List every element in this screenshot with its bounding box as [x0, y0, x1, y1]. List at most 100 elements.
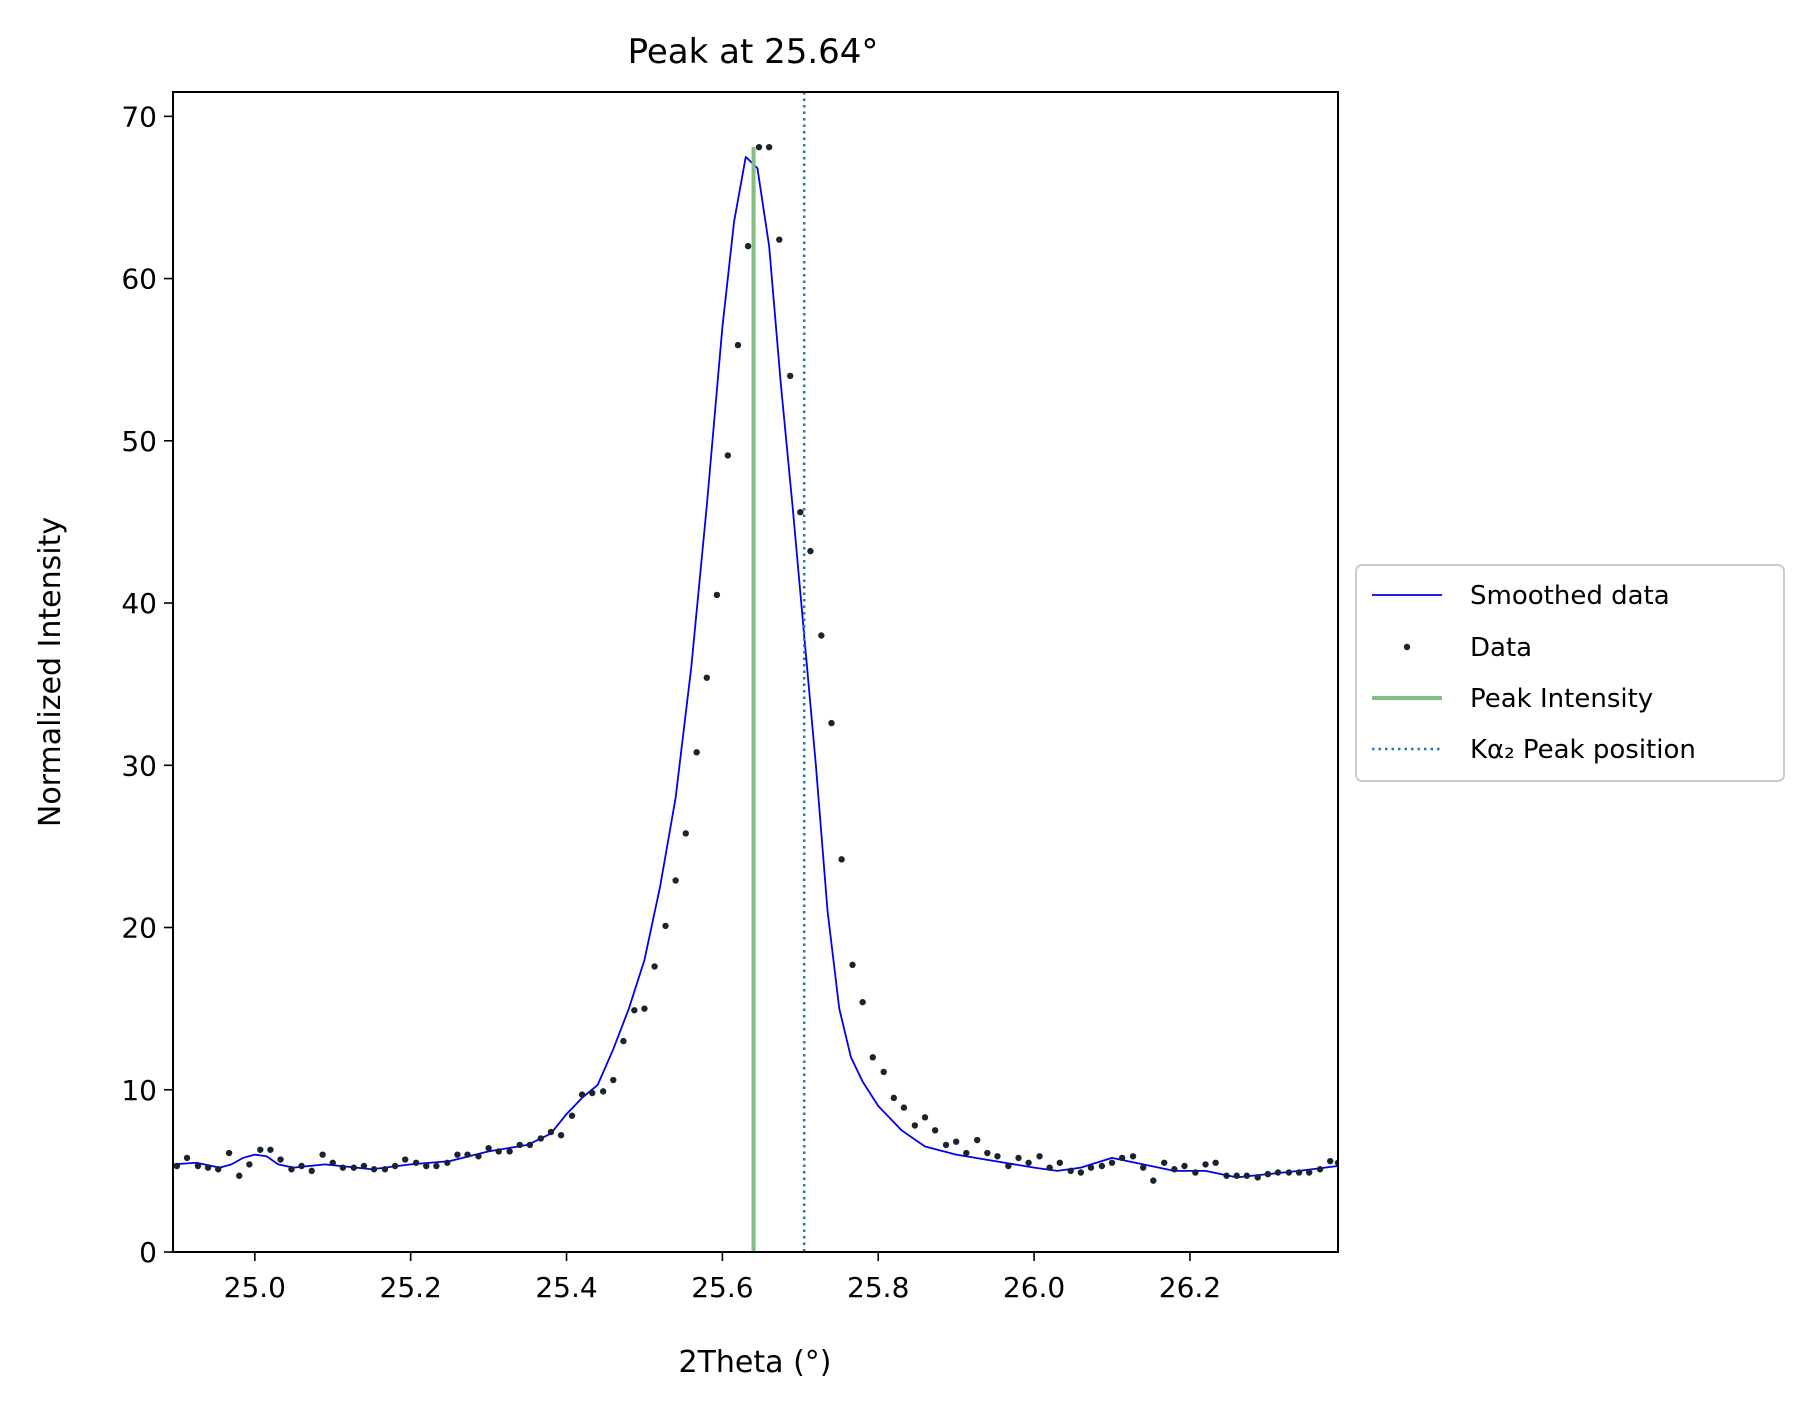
data-point [339, 1164, 347, 1171]
data-point [1087, 1164, 1095, 1171]
y-axis-label: Normalized Intensity [33, 517, 68, 827]
data-point [464, 1151, 471, 1158]
data-point [1264, 1170, 1272, 1178]
data-point [1077, 1169, 1085, 1176]
data-point [568, 1112, 576, 1119]
legend-peak-intensity-label: Peak Intensity [1470, 684, 1653, 714]
data-point [984, 1149, 991, 1157]
y-tick-label: 0 [139, 1236, 157, 1269]
data-point [1005, 1162, 1012, 1170]
data-point [599, 1088, 607, 1095]
data-point [1285, 1169, 1293, 1176]
data-point [537, 1135, 545, 1142]
y-tick-label: 40 [121, 587, 157, 620]
data-point [1243, 1172, 1251, 1179]
data-point [475, 1153, 482, 1160]
data-point [391, 1162, 399, 1170]
data-point [329, 1159, 336, 1166]
data-point [963, 1149, 970, 1157]
data-point [506, 1148, 513, 1155]
x-tick-label: 25.2 [380, 1271, 442, 1304]
data-point [1295, 1169, 1303, 1176]
data-point [454, 1151, 461, 1158]
data-point [911, 1122, 919, 1129]
data-point [1161, 1159, 1168, 1166]
y-tick-label: 50 [121, 425, 157, 458]
data-point [381, 1166, 389, 1173]
data-point [204, 1164, 212, 1171]
data-point [412, 1159, 420, 1166]
data-point [589, 1089, 596, 1097]
data-point [236, 1172, 243, 1179]
data-point [807, 547, 814, 555]
data-point [952, 1138, 960, 1145]
data-point [921, 1114, 929, 1121]
x-tick-label: 25.6 [691, 1271, 753, 1304]
data-point [1015, 1154, 1022, 1162]
data-point [257, 1146, 264, 1153]
data-point [900, 1104, 908, 1111]
data-point [1254, 1174, 1261, 1181]
data-point [1046, 1164, 1053, 1171]
data-point [786, 372, 794, 380]
data-point [682, 830, 689, 837]
data-point [631, 1007, 638, 1014]
y-tick-label: 20 [121, 912, 157, 945]
data-point [651, 963, 658, 970]
data-point [288, 1166, 295, 1173]
data-point [526, 1141, 534, 1149]
x-tick-label: 26.2 [1159, 1271, 1221, 1304]
data-point [1150, 1177, 1157, 1184]
data-point [672, 877, 679, 884]
data-point [828, 719, 835, 727]
legend-kalpha2-label: Kα₂ Peak position [1470, 735, 1696, 765]
x-tick-label: 25.0 [224, 1271, 286, 1304]
data-point [1025, 1159, 1032, 1166]
data-point [350, 1164, 357, 1171]
data-point [360, 1162, 368, 1170]
data-point [547, 1128, 555, 1136]
data-point [755, 143, 763, 151]
data-point [1223, 1172, 1230, 1179]
data-point [1192, 1169, 1199, 1176]
data-point [298, 1162, 305, 1170]
data-point [1171, 1166, 1178, 1173]
data-point [225, 1149, 233, 1157]
data-point [849, 961, 856, 969]
data-point [724, 452, 732, 459]
data-point [516, 1141, 523, 1149]
data-point [1316, 1166, 1324, 1173]
data-point [194, 1162, 202, 1170]
y-tick-label: 60 [121, 263, 157, 296]
data-point [610, 1076, 617, 1084]
data-point [1118, 1154, 1126, 1162]
data-point [765, 143, 773, 151]
plot-area [173, 92, 1338, 1252]
data-point [1327, 1157, 1334, 1165]
data-point [402, 1156, 409, 1163]
data-point [703, 674, 710, 681]
data-point [931, 1127, 939, 1134]
x-axis-label: 2Theta (°) [679, 1345, 832, 1380]
data-point [578, 1091, 586, 1098]
data-point [319, 1151, 326, 1158]
data-point [869, 1054, 876, 1061]
legend-data-label: Data [1470, 633, 1532, 663]
data-point [734, 341, 742, 349]
legend-data-swatch [1403, 643, 1411, 651]
data-point [370, 1166, 378, 1173]
data-point [423, 1162, 430, 1170]
data-point [557, 1131, 565, 1139]
data-point [713, 591, 721, 599]
data-point [308, 1167, 315, 1175]
y-tick-label: 10 [121, 1074, 157, 1107]
data-point [693, 749, 700, 756]
x-axis: 25.0 25.2 25.4 25.6 25.8 26.0 26.2 [224, 1252, 1221, 1304]
data-point [1036, 1153, 1043, 1160]
data-point [444, 1159, 451, 1166]
data-point [1202, 1161, 1209, 1168]
y-axis: 0 10 20 30 40 50 60 70 [121, 100, 173, 1269]
data-point [797, 509, 804, 516]
data-point [1108, 1159, 1116, 1166]
